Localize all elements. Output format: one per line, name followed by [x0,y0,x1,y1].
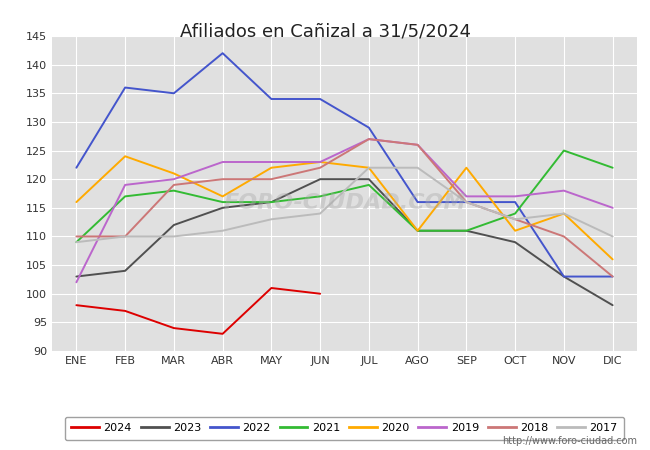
Text: http://www.foro-ciudad.com: http://www.foro-ciudad.com [502,436,637,446]
Text: Afiliados en Cañizal a 31/5/2024: Afiliados en Cañizal a 31/5/2024 [179,22,471,40]
Legend: 2024, 2023, 2022, 2021, 2020, 2019, 2018, 2017: 2024, 2023, 2022, 2021, 2020, 2019, 2018… [65,417,624,440]
Text: FORO-CIUDAD.COM: FORO-CIUDAD.COM [223,193,466,213]
